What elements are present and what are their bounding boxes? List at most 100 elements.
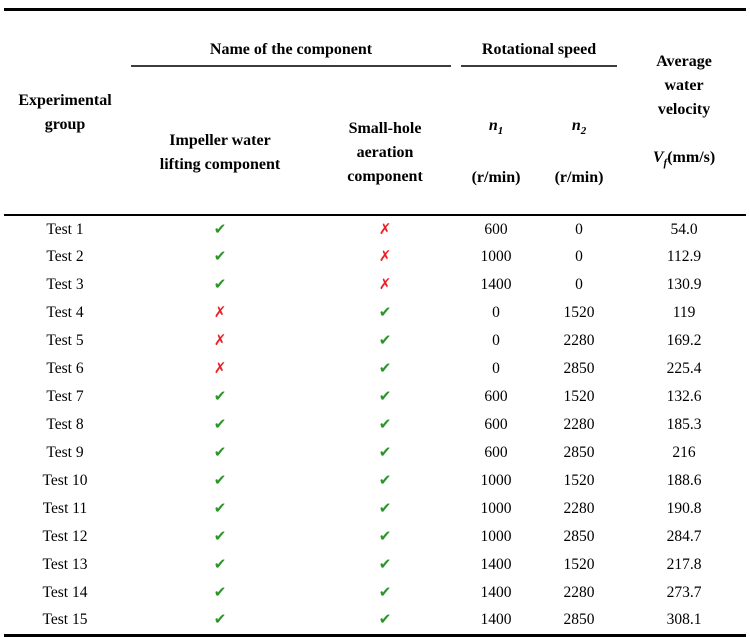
cell-small-hole-status: ✔ xyxy=(314,579,456,607)
header-experimental-group: Experimental group xyxy=(4,9,126,217)
cell-velocity: 130.9 xyxy=(666,276,702,294)
cell-group: Test 5 xyxy=(46,332,84,350)
cell-n1: 1400 xyxy=(480,276,512,294)
cell-n1: 1400 xyxy=(480,584,512,602)
cell-small-hole-status: ✔ xyxy=(314,327,456,355)
check-icon: ✔ xyxy=(213,219,227,238)
header-row-groups: Experimental group Name of the component… xyxy=(4,9,747,217)
cross-icon: ✗ xyxy=(378,275,392,294)
cell-n1: 0 xyxy=(492,304,500,322)
cell-impeller-status: ✗ xyxy=(126,355,314,383)
cell-n2: 2850 xyxy=(563,360,595,378)
cell-n2: 2280 xyxy=(563,332,595,350)
table-row: Test 13 ✔ ✔ 1400 1520 217.8 xyxy=(4,551,746,579)
cell-small-hole-status: ✗ xyxy=(314,243,456,271)
cross-icon: ✗ xyxy=(213,331,227,350)
cell-n2: 2850 xyxy=(563,444,595,462)
check-icon: ✔ xyxy=(378,443,392,462)
cell-group: Test 1 xyxy=(46,220,84,238)
cell-n1: 600 xyxy=(484,416,508,434)
table-row: Test 15 ✔ ✔ 1400 2850 308.1 xyxy=(4,607,746,635)
header-n2-symbol: n2 xyxy=(571,117,587,138)
cross-icon: ✗ xyxy=(213,359,227,378)
cell-n1: 1400 xyxy=(480,556,512,574)
cell-group: Test 15 xyxy=(42,611,88,629)
check-icon: ✔ xyxy=(213,415,227,434)
cell-n2: 2850 xyxy=(563,611,595,629)
header-row-subcolumns: Impeller water lifting component Small-h… xyxy=(4,91,746,217)
cell-n1: 600 xyxy=(484,388,508,406)
cell-n1: 600 xyxy=(484,220,508,238)
cell-velocity: 132.6 xyxy=(666,388,702,406)
cell-small-hole-status: ✗ xyxy=(314,215,456,243)
cell-small-hole-status: ✔ xyxy=(314,523,456,551)
check-icon: ✔ xyxy=(378,415,392,434)
cell-n2: 0 xyxy=(575,248,583,266)
cell-impeller-status: ✔ xyxy=(126,495,314,523)
page: Experimental group Name of the component… xyxy=(4,8,747,637)
check-icon: ✔ xyxy=(213,247,227,266)
cell-velocity: 54.0 xyxy=(670,220,698,238)
cell-n1: 600 xyxy=(484,444,508,462)
header-n1-symbol: n1 xyxy=(488,117,504,138)
cell-small-hole-status: ✔ xyxy=(314,355,456,383)
experiment-results-table: Experimental group Name of the component… xyxy=(4,8,747,637)
cell-n1: 1000 xyxy=(480,528,512,546)
cell-velocity: 119 xyxy=(672,304,696,322)
header-n1-unit: (r/min) xyxy=(471,169,521,187)
check-icon: ✔ xyxy=(213,275,227,294)
check-icon: ✔ xyxy=(213,610,227,629)
cell-n1: 1400 xyxy=(480,611,512,629)
check-icon: ✔ xyxy=(378,331,392,350)
table-row: Test 12 ✔ ✔ 1000 2850 284.7 xyxy=(4,523,746,551)
cell-small-hole-status: ✔ xyxy=(314,383,456,411)
check-icon: ✔ xyxy=(213,527,227,546)
check-icon: ✔ xyxy=(213,443,227,462)
cell-n1: 0 xyxy=(492,360,500,378)
check-icon: ✔ xyxy=(213,499,227,518)
table-row: Test 5 ✗ ✔ 0 2280 169.2 xyxy=(4,327,746,355)
cell-n2: 1520 xyxy=(563,556,595,574)
header-name-of-component: Name of the component xyxy=(126,10,456,92)
cross-icon: ✗ xyxy=(378,219,392,238)
cell-small-hole-status: ✔ xyxy=(314,439,456,467)
cell-n2: 1520 xyxy=(563,304,595,322)
cell-impeller-status: ✔ xyxy=(126,215,314,243)
cell-group: Test 8 xyxy=(46,416,84,434)
header-impeller-component: Impeller water lifting component xyxy=(126,91,314,217)
cell-velocity: 308.1 xyxy=(666,611,702,629)
cell-small-hole-status: ✔ xyxy=(314,551,456,579)
cell-group: Test 10 xyxy=(42,472,88,490)
cell-group: Test 4 xyxy=(46,304,84,322)
table-body: Test 1 ✔ ✗ 600 0 54.0 Test 2 ✔ ✗ 1000 0 112.9 Test… xyxy=(4,215,746,635)
check-icon: ✔ xyxy=(378,610,392,629)
cell-impeller-status: ✔ xyxy=(126,607,314,635)
check-icon: ✔ xyxy=(378,471,392,490)
header-n2: n2 (r/min) xyxy=(536,91,623,217)
cell-group: Test 2 xyxy=(46,248,84,266)
cell-velocity: 284.7 xyxy=(666,528,702,546)
header-vf-symbol: Vf(mm/s) xyxy=(652,149,716,170)
cell-impeller-status: ✗ xyxy=(126,299,314,327)
cell-velocity: 273.7 xyxy=(666,584,702,602)
cell-group: Test 14 xyxy=(42,584,88,602)
header-average-lines: Average water velocity xyxy=(656,53,712,118)
cell-small-hole-status: ✔ xyxy=(314,299,456,327)
cell-impeller-status: ✔ xyxy=(126,243,314,271)
cell-impeller-status: ✔ xyxy=(126,439,314,467)
cell-group: Test 12 xyxy=(42,528,88,546)
table-row: Test 10 ✔ ✔ 1000 1520 188.6 xyxy=(4,467,746,495)
table-row: Test 9 ✔ ✔ 600 2850 216 xyxy=(4,439,746,467)
cell-group: Test 6 xyxy=(46,360,84,378)
cell-n2: 1520 xyxy=(563,388,595,406)
table-row: Test 4 ✗ ✔ 0 1520 119 xyxy=(4,299,746,327)
cell-impeller-status: ✗ xyxy=(126,327,314,355)
cross-icon: ✗ xyxy=(378,247,392,266)
check-icon: ✔ xyxy=(378,499,392,518)
header-rotational-speed: Rotational speed xyxy=(456,10,622,92)
cell-group: Test 3 xyxy=(46,276,84,294)
cell-n2: 0 xyxy=(575,276,583,294)
cell-impeller-status: ✔ xyxy=(126,523,314,551)
check-icon: ✔ xyxy=(213,471,227,490)
table-row: Test 8 ✔ ✔ 600 2280 185.3 xyxy=(4,411,746,439)
